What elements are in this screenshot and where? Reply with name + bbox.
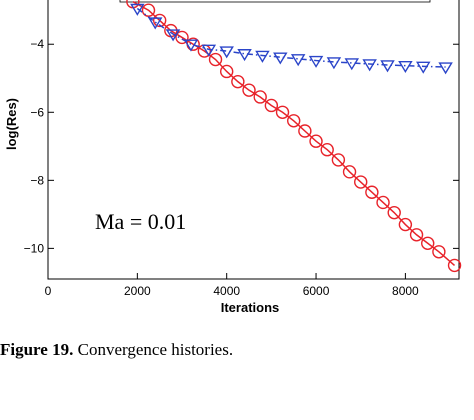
series-point-triangle xyxy=(255,50,270,63)
y-axis-title: log(Res) xyxy=(4,98,19,150)
plot-area: 0 2000 4000 6000 8000 −4 −6 −8 −10 xyxy=(24,0,462,298)
axis-frame xyxy=(47,0,460,280)
convergence-chart: 0 2000 4000 6000 8000 −4 −6 −8 −10 Iterations lo… xyxy=(4,0,462,315)
series-point-triangle xyxy=(362,59,377,72)
series-point-circle xyxy=(398,217,413,232)
figure-caption-label: Figure 19. xyxy=(0,340,74,359)
series-point-triangle xyxy=(380,60,395,73)
series-point-triangle xyxy=(165,29,181,42)
series-point-circle xyxy=(421,236,435,250)
series xyxy=(126,0,462,273)
series-point-circle xyxy=(219,64,234,79)
series-point-circle xyxy=(320,143,334,157)
series-point-triangle xyxy=(438,62,453,75)
series-point-circle xyxy=(275,105,290,119)
figure-caption: Figure 19. Convergence histories. xyxy=(0,340,233,360)
series-point-triangle xyxy=(344,58,360,71)
series-point-triangle xyxy=(147,17,163,30)
x-tick-label: 0 xyxy=(45,284,52,298)
series-point-triangle xyxy=(130,3,145,16)
series-point-triangle xyxy=(183,39,199,52)
series-point-circle xyxy=(309,134,323,148)
series-point-circle xyxy=(354,175,368,189)
series-point-circle xyxy=(387,205,401,220)
series-point-circle xyxy=(264,98,279,113)
series-point-circle xyxy=(331,153,346,167)
ticks: 0 2000 4000 6000 8000 −4 −6 −8 −10 xyxy=(24,37,459,298)
y-tick-label: −4 xyxy=(30,37,44,51)
y-tick-label: −8 xyxy=(30,173,44,187)
series-point-triangle xyxy=(273,52,288,65)
series-point-circle xyxy=(208,52,223,67)
series-point-triangle xyxy=(308,55,324,68)
series-point-circle xyxy=(432,245,446,259)
series-point-triangle xyxy=(398,60,413,74)
figure-caption-text: Convergence histories. xyxy=(73,340,234,359)
x-tick-label: 8000 xyxy=(392,284,419,298)
y-tick-label: −6 xyxy=(30,105,44,119)
x-tick-label: 2000 xyxy=(124,284,151,298)
series-point-circle xyxy=(253,90,267,104)
series-point-circle xyxy=(242,83,256,97)
series-point-triangle xyxy=(326,57,342,70)
series-point-circle xyxy=(342,165,357,179)
series-point-triangle xyxy=(290,54,306,67)
series-point-circle xyxy=(409,228,424,242)
x-tick-label: 6000 xyxy=(303,284,330,298)
legend-box xyxy=(119,0,431,3)
series-point-circle xyxy=(152,13,167,28)
series-point-circle xyxy=(365,185,379,199)
series-point-circle xyxy=(175,30,189,45)
x-axis-title: Iterations xyxy=(221,300,280,315)
series-point-circle xyxy=(447,258,462,273)
series-point-circle xyxy=(287,114,301,128)
series-point-triangle xyxy=(416,61,431,74)
x-tick-label: 4000 xyxy=(213,284,240,298)
y-tick-label: −10 xyxy=(24,241,45,255)
series-point-circle xyxy=(231,74,245,89)
series-point-triangle xyxy=(219,46,234,59)
series-point-circle xyxy=(298,124,312,138)
series-point-triangle xyxy=(201,44,217,57)
series-point-triangle xyxy=(237,49,252,62)
mach-annotation: Ma = 0.01 xyxy=(95,209,186,234)
series-point-circle xyxy=(376,195,390,210)
